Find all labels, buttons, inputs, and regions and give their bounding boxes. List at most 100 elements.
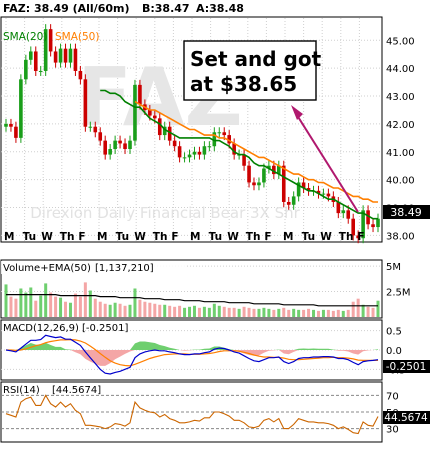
price-candle-body — [361, 210, 365, 239]
volume-bar — [247, 307, 251, 317]
volume-bar — [321, 309, 325, 317]
price-x-tick-label: Tu — [302, 231, 315, 243]
volume-bar — [148, 302, 152, 317]
price-candle-body — [9, 123, 13, 127]
rsi-grid — [1, 394, 382, 430]
price-grid — [1, 18, 382, 241]
price-candle-body — [58, 48, 63, 63]
volume-bar — [277, 308, 281, 317]
annotation-arrow-head — [291, 105, 303, 120]
macd-hist-negative — [6, 350, 378, 366]
price-candle-body — [98, 132, 103, 141]
volume-bar — [217, 305, 221, 317]
volume-y-tick-label: 5M — [386, 262, 401, 273]
rsi-panel: 705030 44.5674 RSI(14) [44.5674] — [0, 381, 430, 443]
volume-bar — [163, 304, 167, 317]
price-candle-body — [29, 51, 33, 60]
volume-bar — [312, 309, 316, 317]
volume-bar — [376, 300, 380, 317]
price-x-tick-label: Th — [153, 231, 168, 243]
volume-bar — [371, 307, 375, 317]
price-x-ticks: M Tu W Th F M Tu W Th F M Tu W Th F M Tu W Th F — [4, 231, 365, 243]
price-x-tick-label: W — [227, 231, 239, 243]
volume-title-bg — [1, 261, 186, 274]
price-y-tick-label: 40.00 — [386, 176, 415, 187]
price-candle-body — [376, 218, 380, 228]
volume-bar — [227, 307, 231, 317]
price-candle-body — [336, 201, 341, 214]
price-candle-body — [73, 48, 78, 71]
volume-bar — [73, 293, 77, 317]
volume-title: Volume+EMA(50) — [3, 263, 91, 274]
price-candle-body — [316, 190, 321, 194]
macd-line — [5, 334, 379, 375]
annotation-arrow-line — [294, 111, 359, 213]
price-candle-body — [4, 123, 8, 127]
volume-bar — [29, 287, 33, 317]
volume-bar — [222, 306, 226, 317]
price-x-tick-label: F — [171, 231, 178, 243]
macd-hist-positive — [6, 341, 378, 350]
price-candle-body — [63, 48, 68, 63]
volume-bar — [262, 307, 266, 317]
volume-bar — [307, 308, 311, 317]
price-candle-body — [153, 115, 157, 119]
volume-bar — [183, 307, 187, 317]
rsi-last-label: 44.5674 — [384, 412, 428, 424]
volume-bar — [257, 308, 261, 317]
volume-bar — [133, 288, 137, 317]
rsi-y-tick-label: 70 — [386, 391, 399, 402]
volume-bar — [192, 305, 196, 317]
volume-bar — [316, 310, 320, 317]
price-candle-body — [157, 118, 162, 136]
price-candle-body — [267, 165, 271, 169]
price-candle-body — [272, 165, 276, 175]
price-candle-body — [123, 143, 127, 150]
rsi-title: RSI(14) — [3, 385, 40, 396]
rsi-value: [44.5674] — [52, 385, 101, 396]
volume-bar — [292, 308, 296, 317]
volume-bar — [34, 300, 38, 317]
price-candle-body — [291, 196, 296, 205]
price-x-tick-label: M — [4, 231, 14, 243]
volume-bar — [153, 303, 157, 317]
price-candle-body — [232, 143, 236, 155]
price-candle-body — [128, 140, 132, 150]
volume-bar — [242, 306, 246, 317]
price-candle-body — [118, 140, 122, 144]
price-candle-body — [138, 84, 142, 105]
price-candle-body — [207, 146, 212, 148]
price-y-tick-label: 42.00 — [386, 120, 415, 131]
price-candle-body — [53, 51, 58, 63]
header-ask: A:38.48 — [196, 2, 244, 15]
price-panel: FAZ Direxion Daily Financial Bear 3X Shr… — [0, 16, 430, 244]
volume-bar — [173, 306, 177, 317]
header-symbol: FAZ: 38.49 (All/60m) — [3, 2, 130, 15]
price-candle-body — [202, 146, 207, 155]
volume-bar — [14, 298, 18, 317]
volume-bar — [168, 305, 172, 317]
price-candle-body — [306, 188, 311, 191]
macd-last-box — [383, 360, 430, 373]
volume-bar — [178, 305, 182, 317]
volume-bar — [158, 304, 162, 317]
volume-bar — [272, 309, 276, 317]
volume-bar — [331, 310, 335, 317]
volume-panel: 5M 2.5M Volume+EMA(50) [1,137,210] — [0, 259, 411, 319]
volume-bar — [197, 307, 201, 317]
last-price-box — [383, 205, 430, 219]
price-y-tick-label: 44.00 — [386, 64, 415, 75]
volume-bar — [297, 309, 301, 317]
price-candle-body — [187, 154, 192, 158]
volume-bar — [287, 309, 291, 317]
price-candle-body — [14, 126, 18, 138]
price-candle-body — [242, 154, 246, 166]
price-candle-body — [341, 210, 346, 214]
price-candle-body — [321, 193, 326, 195]
volume-bar — [108, 304, 112, 317]
volume-bar — [64, 301, 68, 317]
price-candle-body — [326, 193, 331, 197]
volume-bar — [366, 306, 370, 317]
volume-bar — [237, 308, 241, 317]
price-candle-body — [162, 126, 167, 136]
